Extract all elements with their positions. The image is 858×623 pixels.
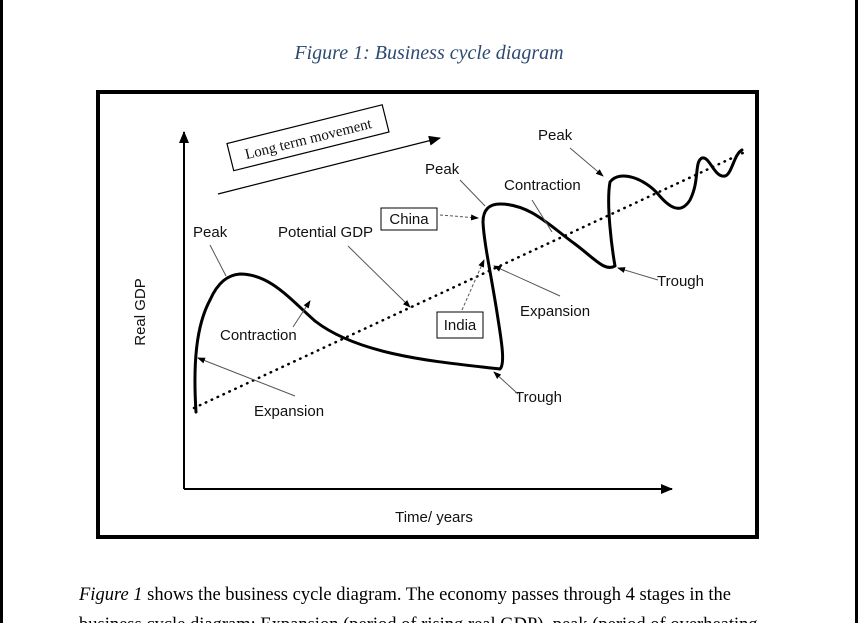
peak-pointer-2 — [459, 179, 486, 207]
peak-label-2: Peak — [425, 161, 460, 178]
trough-label-1: Trough — [515, 389, 562, 406]
expansion-pointer-2 — [493, 265, 561, 297]
china-box — [380, 207, 438, 231]
long-term-arrow — [217, 135, 441, 195]
contraction-pointer-1 — [292, 300, 311, 328]
china-label: China — [389, 211, 429, 228]
figure-reference: Figure 1 — [79, 585, 143, 605]
potential-gdp-pointer — [347, 245, 411, 308]
long-term-box: Long term movement — [226, 104, 390, 172]
trough-pointer-2 — [617, 267, 659, 281]
diagram-frame: Real GDP Time/ years Long term movement … — [96, 90, 759, 539]
business-cycle-diagram: Real GDP Time/ years Long term movement … — [132, 104, 747, 526]
trough-pointer-1 — [493, 371, 519, 395]
india-pointer — [461, 259, 485, 311]
expansion-pointer-1 — [197, 357, 296, 397]
paragraph-line-1: shows the business cycle diagram. The ec… — [142, 585, 732, 605]
peak-label-1: Peak — [193, 224, 228, 241]
contraction-label-1: Contraction — [220, 327, 297, 344]
potential-gdp-label: Potential GDP — [278, 224, 373, 241]
peak-pointer-1 — [209, 244, 227, 277]
expansion-label-2: Expansion — [520, 303, 590, 320]
figure-caption: Figure 1: Business cycle diagram — [294, 42, 564, 64]
potential-gdp-trend-line — [192, 150, 747, 410]
business-cycle-curve — [193, 148, 744, 414]
body-paragraph: Figure 1 shows the business cycle diagra… — [79, 580, 799, 623]
paragraph-line-2: business cycle diagram: Expansion (perio… — [79, 615, 758, 623]
peak-label-3: Peak — [538, 127, 573, 144]
india-box — [436, 311, 484, 339]
x-axis-label: Time/ years — [395, 509, 473, 526]
trough-label-2: Trough — [657, 273, 704, 290]
peak-pointer-3 — [569, 147, 604, 177]
contraction-pointer-2 — [531, 199, 553, 233]
expansion-label-1: Expansion — [254, 403, 324, 420]
china-pointer — [439, 214, 479, 221]
india-label: India — [444, 317, 477, 334]
contraction-label-2: Contraction — [504, 177, 581, 194]
y-axis-label: Real GDP — [132, 278, 149, 346]
